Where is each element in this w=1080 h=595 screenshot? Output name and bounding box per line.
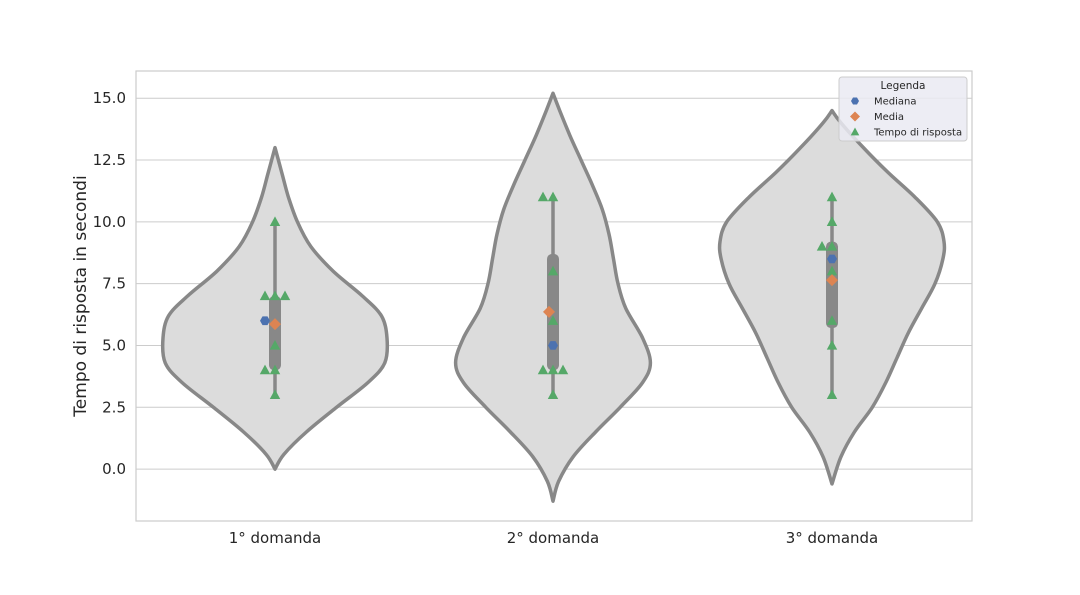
y-tick-label: 2.5	[102, 398, 126, 416]
mean-marker	[269, 318, 281, 331]
legend-response-icon	[850, 127, 860, 136]
plot-frame	[135, 70, 973, 522]
legend-label: Tempo di risposta	[873, 128, 962, 139]
response-point	[547, 315, 559, 325]
violins	[160, 91, 947, 503]
median-marker	[548, 341, 558, 350]
legend-entries: Mediana Media Tempo di risposta	[850, 97, 962, 139]
y-tick-label: 0.0	[102, 460, 126, 478]
response-point	[269, 216, 281, 226]
response-point	[557, 364, 569, 375]
legend-box	[838, 76, 968, 142]
legend-median-icon	[851, 97, 859, 105]
x-tick-label: 1° domanda	[229, 529, 322, 547]
response-point	[269, 339, 281, 350]
legend: Legenda Mediana Media Tempo di risposta	[838, 76, 968, 142]
mean-marker	[826, 274, 838, 287]
mean-marker	[543, 305, 555, 318]
y-tick-label: 5.0	[102, 336, 126, 354]
response-point	[547, 265, 559, 276]
response-point	[279, 290, 291, 301]
response-point	[826, 241, 838, 251]
x-tick-label: 3° domanda	[786, 529, 879, 547]
y-tick-labels: 0.0 2.5 5.0 7.5 10.0 12.5 15.0	[93, 89, 126, 478]
response-point	[259, 290, 271, 301]
legend-mean-icon	[850, 111, 860, 122]
response-point	[269, 290, 281, 301]
response-point	[826, 265, 838, 276]
y-tick-label: 10.0	[93, 213, 126, 231]
y-tick-label: 7.5	[102, 275, 126, 293]
violin-iqr-box	[269, 296, 281, 371]
y-tick-label: 15.0	[93, 89, 126, 107]
response-point	[826, 216, 838, 226]
median-marker	[260, 316, 270, 326]
data-points	[259, 191, 838, 400]
y-axis-label: Tempo di risposta in secondi	[71, 175, 91, 417]
legend-label: Mediana	[874, 97, 917, 108]
response-point	[816, 241, 828, 251]
legend-label: Media	[874, 112, 904, 123]
response-point	[547, 389, 559, 400]
median-marker	[827, 254, 837, 264]
response-point	[826, 389, 838, 400]
response-point	[269, 364, 281, 375]
legend-title: Legenda	[880, 80, 925, 92]
response-point	[537, 364, 549, 375]
x-tick-labels: 1° domanda 2° domanda 3° domanda	[229, 529, 879, 547]
response-point	[547, 364, 559, 375]
response-point	[269, 389, 281, 400]
response-point	[826, 339, 838, 350]
response-point	[826, 315, 838, 325]
y-tick-label: 12.5	[93, 151, 126, 169]
response-point	[259, 364, 271, 375]
response-point	[826, 191, 838, 202]
x-tick-label: 2° domanda	[507, 529, 600, 547]
response-point	[537, 191, 549, 202]
response-point	[547, 191, 559, 202]
